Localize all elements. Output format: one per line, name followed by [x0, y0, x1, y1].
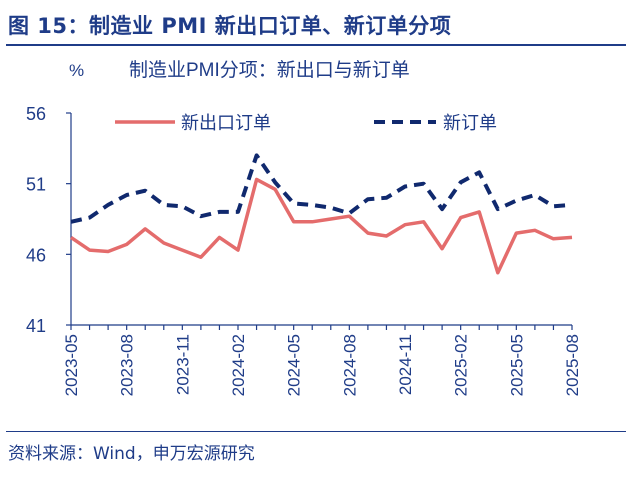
legend-label-new-export-orders: 新出口订单	[181, 113, 271, 133]
x-tick-label: 2023-05	[62, 334, 81, 396]
x-tick-label: 2025-05	[507, 334, 526, 396]
y-tick-label: 51	[26, 175, 46, 195]
y-tick-label: 46	[26, 245, 46, 265]
x-tick-label: 2024-08	[340, 334, 359, 396]
x-tick-label: 2025-02	[452, 334, 471, 396]
line-chart: 制造业PMI分项：新出口与新订单% 41 46 51 56 2023-05 2023-08 2…	[26, 59, 582, 396]
footer-divider	[6, 431, 626, 432]
x-tick-label: 2023-11	[173, 334, 192, 395]
series-line-new-export-orders	[70, 177, 573, 275]
source-note: 资料来源：Wind，申万宏源研究	[8, 444, 255, 464]
x-tick-label: 2023-08	[118, 334, 137, 396]
y-tick-label: 56	[26, 104, 46, 124]
x-tick-label: 2024-05	[285, 334, 304, 396]
y-tick-label: 41	[26, 316, 46, 336]
legend-label-new-orders: 新订单	[443, 113, 497, 133]
x-tick-label: 2024-11	[396, 334, 415, 395]
x-tick-label: 2024-02	[229, 334, 248, 396]
series-line-new-orders	[70, 153, 573, 224]
chart-title: 制造业PMI分项：新出口与新订单	[129, 59, 410, 81]
title-divider	[6, 44, 626, 46]
x-tick-label: 2025-08	[563, 334, 582, 396]
y-axis-unit: %	[69, 61, 84, 80]
figure-title: 图 15：制造业 PMI 新出口订单、新订单分项	[8, 14, 452, 38]
